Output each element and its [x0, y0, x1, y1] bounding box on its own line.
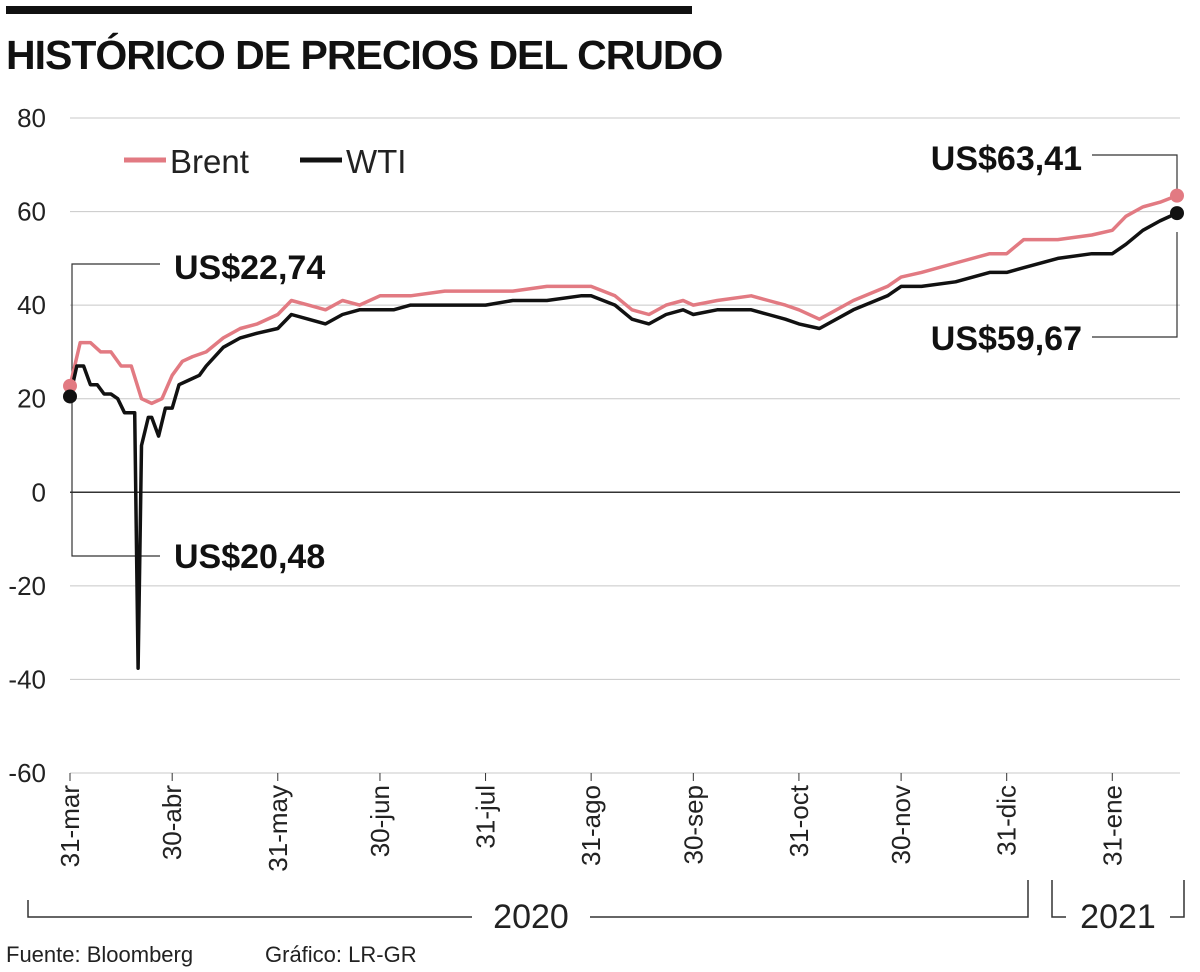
year-bracket-2021-left — [1051, 880, 1066, 918]
credit-note: Gráfico: LR-GR — [265, 942, 417, 967]
callout-brent-end: US$63,41 — [931, 140, 1082, 178]
endpoint-markers — [63, 188, 1184, 404]
x-tick-label: 31-may — [263, 785, 293, 872]
year-brackets: 2020 2021 — [27, 880, 1185, 936]
x-tick-label: 31-oct — [784, 784, 814, 857]
year-label-2021: 2021 — [1080, 898, 1156, 936]
year-bracket-2021-right — [1170, 880, 1185, 918]
legend: Brent WTI — [124, 143, 406, 180]
x-tick-label: 30-nov — [886, 785, 916, 865]
callout-wti-start: US$20,48 — [174, 538, 325, 576]
chart-title: HISTÓRICO DE PRECIOS DEL CRUDO — [6, 32, 723, 78]
y-tick-label: 60 — [17, 197, 46, 227]
x-tick-label: 31-ago — [576, 785, 606, 866]
y-tick-label: -60 — [8, 758, 46, 788]
y-tick-label: 40 — [17, 290, 46, 320]
x-tick-label: 30-jun — [365, 785, 395, 857]
year-bracket-2020-left — [27, 900, 472, 918]
x-tick-label: 31-ene — [1097, 785, 1127, 866]
x-tick-label: 30-abr — [157, 785, 187, 860]
leader-start — [71, 263, 160, 557]
x-tick-label: 31-jul — [471, 785, 501, 849]
callout-wti-end: US$59,67 — [931, 320, 1082, 358]
wti-end-marker — [1170, 206, 1184, 221]
year-bracket-2020-right — [590, 880, 1029, 918]
x-tick-label: 31-mar — [55, 785, 85, 868]
y-tick-label: -40 — [8, 664, 46, 694]
x-axis-ticks: 31-mar 30-abr 31-may 30-jun 31-jul 31-ago 30-s… — [55, 773, 1127, 872]
series-layer — [68, 193, 1179, 670]
y-tick-label: 20 — [17, 384, 46, 414]
wti-start-marker — [63, 389, 77, 404]
top-rule — [6, 6, 692, 14]
leader-brent-end — [1092, 154, 1178, 200]
legend-label-brent: Brent — [170, 143, 249, 180]
callout-leaders — [71, 154, 1178, 557]
legend-label-wti: WTI — [346, 143, 406, 180]
x-tick-label: 30-sep — [678, 785, 708, 865]
year-label-2020: 2020 — [493, 898, 569, 936]
y-tick-label: 0 — [32, 477, 46, 507]
y-tick-label: -20 — [8, 571, 46, 601]
wti-line — [68, 211, 1179, 670]
x-tick-label: 31-dic — [992, 785, 1022, 856]
y-axis-ticks: 80 60 40 20 0 -20 -40 -60 — [8, 103, 46, 788]
leader-wti-end — [1092, 232, 1178, 338]
callout-brent-start: US$22,74 — [174, 249, 325, 287]
y-tick-label: 80 — [17, 103, 46, 133]
source-note: Fuente: Bloomberg — [6, 942, 194, 967]
brent-line — [68, 193, 1179, 406]
callouts: US$22,74 US$20,48 US$63,41 US$59,67 — [174, 140, 1082, 576]
grid-layer — [70, 117, 1180, 774]
brent-start-marker — [63, 378, 77, 393]
brent-end-marker — [1170, 188, 1184, 203]
